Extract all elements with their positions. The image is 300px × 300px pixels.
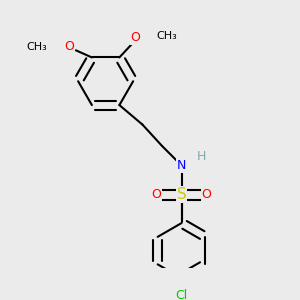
Text: O: O xyxy=(64,40,74,53)
Text: Cl: Cl xyxy=(176,289,188,300)
Text: O: O xyxy=(130,32,140,44)
Text: H: H xyxy=(196,150,206,163)
Text: O: O xyxy=(152,188,162,201)
Text: S: S xyxy=(177,187,186,202)
Text: CH₃: CH₃ xyxy=(157,31,177,41)
Text: CH₃: CH₃ xyxy=(27,42,47,52)
Text: O: O xyxy=(201,188,211,201)
Text: N: N xyxy=(177,159,186,172)
